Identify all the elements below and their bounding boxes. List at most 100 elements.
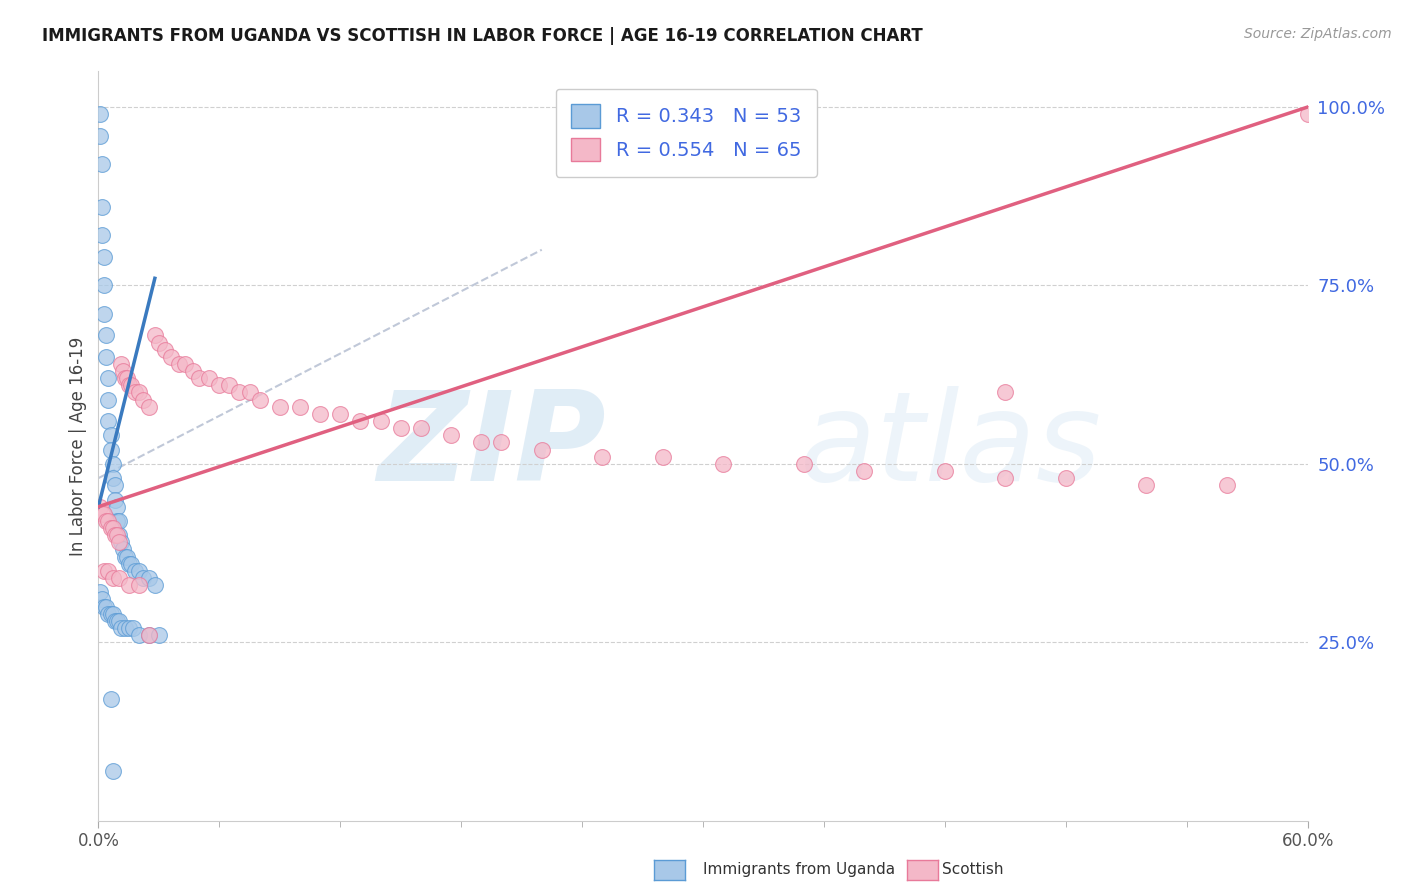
Point (105, 528, 128, 542)
Point (114, 549, 136, 564)
Point (93, 599, 115, 614)
Point (1054, 471, 1077, 485)
Point (105, 614, 128, 628)
Point (120, 557, 142, 571)
Point (100, 428, 122, 442)
Point (269, 400, 291, 414)
Point (121, 621, 143, 635)
Point (110, 621, 132, 635)
Point (110, 357, 132, 371)
Point (208, 378, 231, 392)
Point (103, 492, 125, 507)
Point (115, 549, 138, 564)
Point (101, 571, 124, 585)
Point (148, 628, 170, 642)
Point (409, 421, 432, 435)
Point (793, 457, 815, 471)
Point (440, 428, 463, 442)
Point (288, 400, 311, 414)
Point (100, 442, 122, 457)
Point (1296, 107, 1319, 121)
Point (103, 478, 125, 492)
Point (118, 578, 141, 592)
Point (93, 278, 115, 293)
Point (118, 621, 141, 635)
Point (100, 607, 122, 621)
Legend: R = 0.343   N = 53, R = 0.554   N = 65: R = 0.343 N = 53, R = 0.554 N = 65 (555, 88, 817, 177)
Point (1135, 478, 1157, 492)
Text: Immigrants from Uganda: Immigrants from Uganda (703, 863, 896, 877)
Point (91, 507, 114, 521)
Point (143, 328, 166, 343)
Point (994, 385, 1017, 400)
Point (111, 364, 134, 378)
Point (93, 564, 115, 578)
Point (124, 385, 146, 400)
Y-axis label: In Labor Force | Age 16-19: In Labor Force | Age 16-19 (69, 336, 87, 556)
Point (115, 371, 138, 385)
Point (591, 450, 613, 464)
Point (96, 328, 118, 343)
Point (181, 364, 204, 378)
Point (174, 357, 197, 371)
Point (138, 628, 160, 642)
Point (228, 385, 250, 400)
Point (91, 157, 114, 171)
Point (491, 435, 513, 450)
Point (309, 407, 332, 421)
Point (138, 628, 160, 642)
Text: Source: ZipAtlas.com: Source: ZipAtlas.com (1244, 27, 1392, 41)
Point (128, 628, 150, 642)
Point (160, 350, 183, 364)
Point (91, 592, 114, 607)
Point (91, 200, 114, 214)
Point (107, 571, 129, 585)
Point (111, 542, 134, 557)
Point (124, 564, 146, 578)
Point (96, 514, 118, 528)
Point (107, 514, 129, 528)
Point (97, 414, 120, 428)
Point (96, 350, 118, 364)
Point (100, 521, 122, 535)
Point (97, 514, 120, 528)
Text: atlas: atlas (800, 385, 1102, 507)
Point (329, 407, 352, 421)
Point (89, 585, 111, 599)
Point (93, 250, 115, 264)
Point (101, 607, 124, 621)
Point (107, 614, 129, 628)
Point (128, 385, 150, 400)
Point (118, 557, 141, 571)
Point (97, 607, 120, 621)
Point (105, 514, 128, 528)
Point (107, 535, 129, 549)
Point (120, 378, 142, 392)
Point (153, 343, 176, 357)
Point (148, 335, 170, 350)
Point (349, 414, 371, 428)
Point (101, 457, 124, 471)
Point (128, 578, 150, 592)
Point (89, 500, 111, 514)
Point (101, 471, 124, 485)
Point (110, 535, 132, 549)
Point (105, 500, 128, 514)
Point (97, 392, 120, 407)
Point (114, 371, 136, 385)
Point (89, 128, 111, 143)
Point (93, 507, 115, 521)
Point (103, 614, 125, 628)
Point (711, 457, 734, 471)
Point (994, 471, 1017, 485)
Point (389, 421, 412, 435)
Text: Scottish: Scottish (942, 863, 1004, 877)
Point (370, 414, 392, 428)
Point (143, 578, 166, 592)
Point (103, 528, 125, 542)
Point (100, 692, 122, 706)
Point (167, 357, 190, 371)
Point (97, 564, 120, 578)
Point (132, 392, 155, 407)
Point (91, 228, 114, 243)
